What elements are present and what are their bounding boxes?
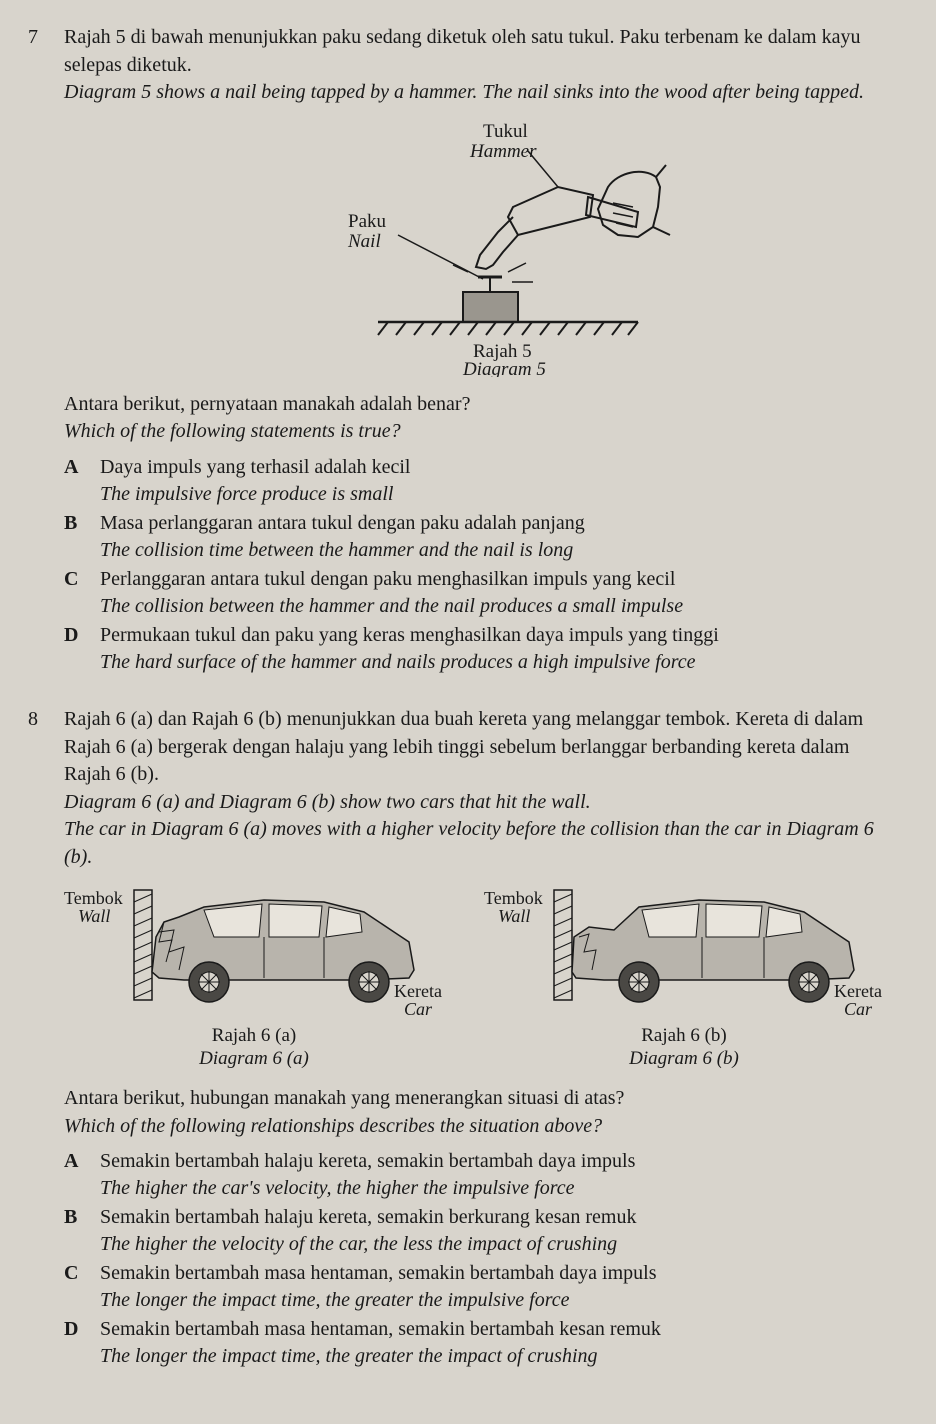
option-english: The collision time between the hammer an… [100, 539, 573, 561]
option-malay: Perlanggaran antara tukul dengan paku me… [100, 568, 675, 590]
label-paku: Paku [348, 211, 387, 232]
question-7: 7 Rajah 5 di bawah menunjukkan paku seda… [28, 24, 892, 678]
car-a-svg: Tembok Wall [64, 882, 444, 1022]
option-c: C Perlanggaran antara tukul dengan paku … [64, 566, 892, 620]
question-body: Rajah 6 (a) dan Rajah 6 (b) menunjukkan … [64, 706, 892, 1372]
lead-english: Which of the following relationships des… [64, 1113, 892, 1141]
option-english: The hard surface of the hammer and nails… [100, 651, 696, 673]
lead-malay: Antara berikut, hubungan manakah yang me… [64, 1085, 892, 1113]
option-malay: Semakin bertambah halaju kereta, semakin… [100, 1206, 636, 1228]
caption-en: Diagram 5 [462, 359, 546, 377]
option-d: D Permukaan tukul dan paku yang keras me… [64, 622, 892, 676]
option-b: B Semakin bertambah halaju kereta, semak… [64, 1204, 892, 1258]
option-c: C Semakin bertambah masa hentaman, semak… [64, 1260, 892, 1314]
option-text: Perlanggaran antara tukul dengan paku me… [100, 566, 892, 620]
q8-options: A Semakin bertambah halaju kereta, semak… [64, 1148, 892, 1370]
option-b: B Masa perlanggaran antara tukul dengan … [64, 510, 892, 564]
option-malay: Semakin bertambah halaju kereta, semakin… [100, 1150, 635, 1172]
option-english: The longer the impact time, the greater … [100, 1289, 570, 1311]
option-english: The longer the impact time, the greater … [100, 1345, 598, 1367]
option-letter: A [64, 454, 100, 508]
option-d: D Semakin bertambah masa hentaman, semak… [64, 1316, 892, 1370]
label-kereta: Kereta [394, 981, 442, 1001]
label-car: Car [404, 999, 433, 1019]
option-text: Semakin bertambah masa hentaman, semakin… [100, 1316, 892, 1370]
label-tukul: Tukul [483, 121, 528, 142]
caption-ms: Rajah 6 (a) [212, 1025, 296, 1046]
option-letter: D [64, 622, 100, 676]
option-english: The collision between the hammer and the… [100, 595, 683, 617]
stem-english: Diagram 5 shows a nail being tapped by a… [64, 79, 892, 107]
stem-malay: Rajah 6 (a) dan Rajah 6 (b) menunjukkan … [64, 706, 892, 789]
label-car: Car [844, 999, 873, 1019]
option-letter: D [64, 1316, 100, 1370]
car-b-svg: Tembok Wall [484, 882, 884, 1022]
label-nail: Nail [347, 231, 381, 252]
exam-page: 7 Rajah 5 di bawah menunjukkan paku seda… [0, 0, 936, 1424]
option-malay: Daya impuls yang terhasil adalah kecil [100, 456, 410, 478]
q7-options: A Daya impuls yang terhasil adalah kecil… [64, 454, 892, 676]
hammer-nail-svg: Tukul Hammer Paku Nail [258, 117, 698, 377]
option-letter: C [64, 1260, 100, 1314]
caption-en: Diagram 6 (b) [629, 1048, 739, 1069]
caption-6a: Rajah 6 (a) Diagram 6 (a) [64, 1024, 444, 1072]
option-text: Semakin bertambah halaju kereta, semakin… [100, 1204, 892, 1258]
label-tembok: Tembok [64, 888, 123, 908]
option-text: Daya impuls yang terhasil adalah kecil T… [100, 454, 892, 508]
option-text: Permukaan tukul dan paku yang keras meng… [100, 622, 892, 676]
caption-ms: Rajah 6 (b) [641, 1025, 726, 1046]
label-wall: Wall [498, 906, 530, 926]
option-letter: C [64, 566, 100, 620]
option-malay: Semakin bertambah masa hentaman, semakin… [100, 1318, 661, 1340]
lead-english: Which of the following statements is tru… [64, 418, 892, 446]
question-number: 7 [28, 24, 64, 678]
label-hammer: Hammer [469, 141, 537, 162]
stem-malay: Rajah 5 di bawah menunjukkan paku sedang… [64, 24, 892, 79]
option-a: A Daya impuls yang terhasil adalah kecil… [64, 454, 892, 508]
lead-malay: Antara berikut, pernyataan manakah adala… [64, 391, 892, 419]
label-wall: Wall [78, 906, 110, 926]
option-malay: Semakin bertambah masa hentaman, semakin… [100, 1262, 657, 1284]
diagram-6a: Tembok Wall [64, 882, 444, 1072]
stem-english-2: The car in Diagram 6 (a) moves with a hi… [64, 816, 892, 871]
caption-en: Diagram 6 (a) [199, 1048, 309, 1069]
option-letter: B [64, 1204, 100, 1258]
option-malay: Masa perlanggaran antara tukul dengan pa… [100, 512, 585, 534]
label-tembok: Tembok [484, 888, 543, 908]
question-body: Rajah 5 di bawah menunjukkan paku sedang… [64, 24, 892, 678]
option-english: The higher the car's velocity, the highe… [100, 1177, 575, 1199]
label-kereta: Kereta [834, 981, 882, 1001]
option-english: The impulsive force produce is small [100, 483, 393, 505]
diagram-6b: Tembok Wall [484, 882, 884, 1072]
option-letter: A [64, 1148, 100, 1202]
option-text: Semakin bertambah masa hentaman, semakin… [100, 1260, 892, 1314]
option-malay: Permukaan tukul dan paku yang keras meng… [100, 624, 719, 646]
option-text: Semakin bertambah halaju kereta, semakin… [100, 1148, 892, 1202]
option-letter: B [64, 510, 100, 564]
option-a: A Semakin bertambah halaju kereta, semak… [64, 1148, 892, 1202]
stem-english-1: Diagram 6 (a) and Diagram 6 (b) show two… [64, 789, 892, 817]
question-8: 8 Rajah 6 (a) dan Rajah 6 (b) menunjukka… [28, 706, 892, 1372]
caption-6b: Rajah 6 (b) Diagram 6 (b) [484, 1024, 884, 1072]
diagram-6-row: Tembok Wall [64, 882, 892, 1072]
option-text: Masa perlanggaran antara tukul dengan pa… [100, 510, 892, 564]
diagram-5: Tukul Hammer Paku Nail [64, 117, 892, 377]
question-number: 8 [28, 706, 64, 1372]
option-english: The higher the velocity of the car, the … [100, 1233, 617, 1255]
